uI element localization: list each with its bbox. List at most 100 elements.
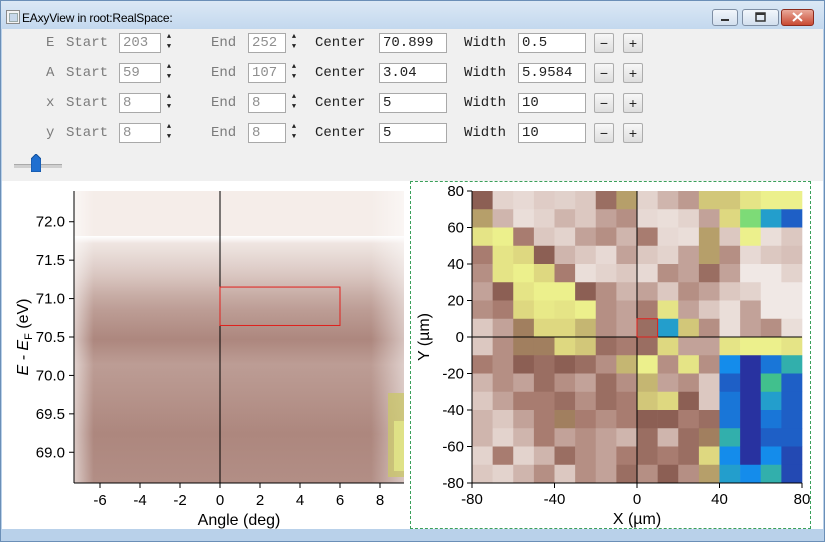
- map-cell: [698, 355, 720, 374]
- map-cell: [781, 300, 803, 320]
- map-cell: [760, 428, 782, 447]
- map-cell: [472, 282, 493, 301]
- selection-box[interactable]: [219, 286, 341, 326]
- y-axis-title-unit: (eV): [15, 299, 32, 334]
- end-stepper[interactable]: ▲ ▼: [288, 63, 300, 83]
- map-cell: [554, 209, 576, 228]
- map-cell: [533, 318, 555, 338]
- y-tick-label: 0: [456, 329, 464, 346]
- map-cell: [719, 391, 741, 411]
- start-stepper[interactable]: ▲ ▼: [163, 63, 175, 83]
- map-cell: [492, 227, 514, 247]
- x-tick-label: 2: [256, 492, 264, 509]
- map-cell: [719, 227, 741, 247]
- title-bar[interactable]: EAxyView in root:RealSpace:: [1, 1, 824, 29]
- center-field[interactable]: 3.04: [379, 63, 447, 83]
- map-cell: [533, 391, 555, 411]
- end-field[interactable]: 252: [248, 33, 286, 53]
- end-stepper[interactable]: ▲ ▼: [288, 123, 300, 143]
- map-cell: [492, 191, 514, 210]
- width-field[interactable]: 0.5: [518, 33, 586, 53]
- map-cell: [492, 428, 514, 447]
- end-stepper[interactable]: ▲ ▼: [288, 93, 300, 113]
- map-cell: [637, 264, 658, 283]
- y-tick-label: 40: [447, 256, 464, 273]
- maximize-icon: [755, 12, 766, 22]
- energy-angle-plot[interactable]: 69.0 69.5 70.0 70.5 71.0 71.5 72.0 -6 -4 -2 0 2 4 6 8 A…: [15, 191, 404, 529]
- decrement-button[interactable]: −: [594, 63, 614, 83]
- map-cell: [472, 318, 493, 338]
- map-cell: [575, 227, 597, 247]
- width-field[interactable]: 10: [518, 123, 586, 143]
- y-axis-title: E - EF (eV): [15, 299, 35, 376]
- map-cell: [698, 446, 720, 466]
- map-cell: [657, 464, 679, 484]
- start-stepper[interactable]: ▲ ▼: [163, 123, 175, 143]
- map-cell: [781, 355, 803, 374]
- close-button[interactable]: [781, 9, 814, 26]
- minimize-button[interactable]: [712, 9, 738, 26]
- start-field[interactable]: 8: [119, 123, 161, 143]
- width-field[interactable]: 10: [518, 93, 586, 113]
- start-stepper[interactable]: ▲ ▼: [163, 33, 175, 53]
- map-cell: [575, 245, 597, 265]
- center-field[interactable]: 5: [379, 93, 447, 113]
- map-cell: [740, 337, 762, 356]
- start-field[interactable]: 59: [119, 63, 161, 83]
- map-cell: [554, 410, 576, 429]
- map-cell: [533, 227, 555, 247]
- map-cell: [657, 209, 679, 228]
- map-cell: [472, 391, 493, 411]
- center-field[interactable]: 70.899: [379, 33, 447, 53]
- close-icon: [792, 12, 803, 22]
- increment-button[interactable]: +: [623, 33, 643, 53]
- start-stepper[interactable]: ▲ ▼: [163, 93, 175, 113]
- decrement-button[interactable]: −: [594, 33, 614, 53]
- map-cell: [740, 209, 762, 228]
- start-field[interactable]: 203: [119, 33, 161, 53]
- increment-button[interactable]: +: [623, 123, 643, 143]
- map-cell: [616, 355, 638, 374]
- map-cell: [719, 209, 741, 228]
- map-cell: [616, 209, 638, 228]
- map-cell: [698, 410, 720, 429]
- map-cell: [698, 318, 720, 338]
- map-cell: [554, 337, 576, 356]
- selection-box[interactable]: [636, 318, 659, 338]
- end-field[interactable]: 8: [248, 123, 286, 143]
- map-cell: [657, 410, 679, 429]
- width-label: Width: [464, 35, 507, 51]
- map-cell: [760, 227, 782, 247]
- map-cell: [781, 337, 803, 356]
- map-cell: [513, 446, 535, 466]
- end-field[interactable]: 107: [248, 63, 286, 83]
- map-cell: [740, 227, 762, 247]
- spatial-map-plot[interactable]: -80 -60 -40 -20 0 20 40 60 80 -80 -40 0 40 80 X (µm) Y …: [416, 183, 810, 528]
- map-cell: [575, 264, 597, 283]
- map-cell: [533, 191, 555, 210]
- x-tick-label: -40: [544, 491, 566, 508]
- map-cell: [637, 227, 658, 247]
- map-cell: [781, 373, 803, 393]
- decrement-button[interactable]: −: [594, 93, 614, 113]
- map-cell: [595, 410, 617, 429]
- increment-button[interactable]: +: [623, 63, 643, 83]
- map-cell: [616, 318, 638, 338]
- increment-button[interactable]: +: [623, 93, 643, 113]
- map-cell: [575, 337, 597, 356]
- width-field[interactable]: 5.9584: [518, 63, 586, 83]
- maximize-button[interactable]: [742, 9, 779, 26]
- end-field[interactable]: 8: [248, 93, 286, 113]
- end-stepper[interactable]: ▲ ▼: [288, 33, 300, 53]
- slider-thumb[interactable]: [31, 154, 41, 172]
- map-cell: [740, 391, 762, 411]
- start-field[interactable]: 8: [119, 93, 161, 113]
- map-cell: [719, 410, 741, 429]
- chevron-up-icon: ▲: [166, 33, 172, 41]
- decrement-button[interactable]: −: [594, 123, 614, 143]
- center-field[interactable]: 5: [379, 123, 447, 143]
- map-cell: [595, 227, 617, 247]
- map-cell: [595, 264, 617, 283]
- map-cell: [781, 391, 803, 411]
- map-cell: [595, 391, 617, 411]
